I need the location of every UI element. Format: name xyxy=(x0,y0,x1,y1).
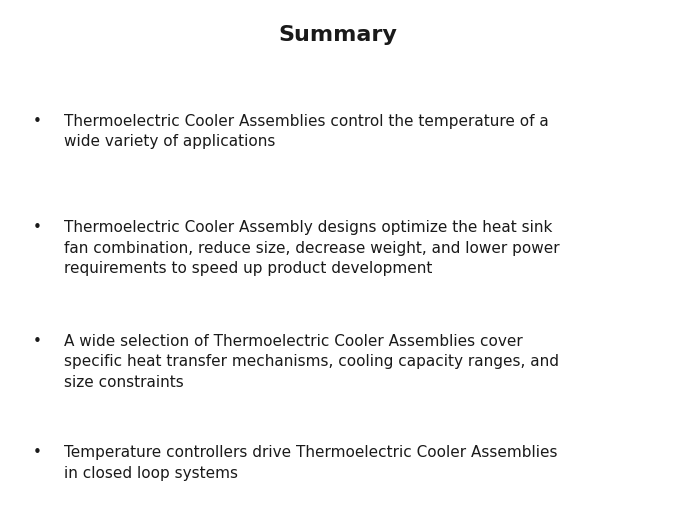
Text: A wide selection of Thermoelectric Cooler Assemblies cover
specific heat transfe: A wide selection of Thermoelectric Coole… xyxy=(64,333,559,389)
Text: •: • xyxy=(32,333,42,348)
Text: Temperature controllers drive Thermoelectric Cooler Assemblies
in closed loop sy: Temperature controllers drive Thermoelec… xyxy=(64,444,558,480)
Text: •: • xyxy=(32,444,42,460)
Text: •: • xyxy=(32,220,42,235)
Text: Summary: Summary xyxy=(278,25,397,45)
Text: Thermoelectric Cooler Assemblies control the temperature of a
wide variety of ap: Thermoelectric Cooler Assemblies control… xyxy=(64,114,549,149)
Text: Thermoelectric Cooler Assembly designs optimize the heat sink
fan combination, r: Thermoelectric Cooler Assembly designs o… xyxy=(64,220,560,275)
Text: •: • xyxy=(32,114,42,129)
